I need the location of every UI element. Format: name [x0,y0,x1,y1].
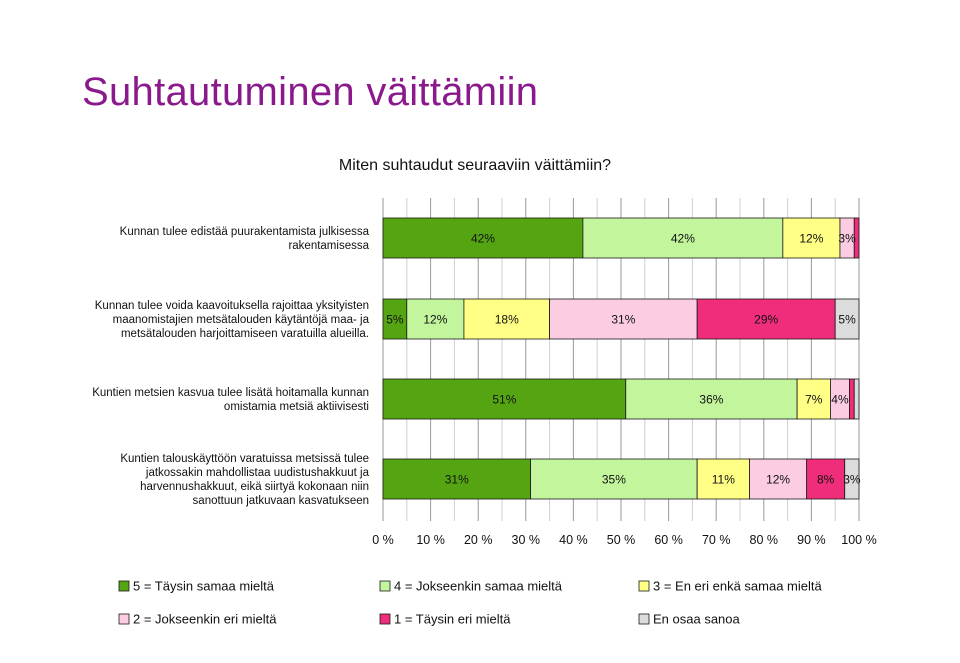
bar-segment [582,217,784,259]
legend-label: 1 = Täysin eri mieltä [394,612,511,627]
x-tick-label: 40 % [559,533,588,547]
legend-swatch [638,580,650,592]
data-label: 31% [611,313,635,327]
bar-segment [463,298,551,340]
category-label: Kuntien talouskäyttöön varatuissa metsis… [120,453,369,507]
x-tick-label: 30 % [512,533,541,547]
bar-segment [696,298,836,340]
legend-label: 3 = En eri enkä samaa mieltä [653,579,822,594]
bar-segment [844,458,860,500]
legend-label: En osaa sanoa [653,612,741,627]
data-label: 3% [843,473,861,487]
bar-segment [853,378,860,420]
x-tick-label: 90 % [797,533,826,547]
data-label: 35% [602,473,626,487]
data-label: 42% [471,232,495,246]
bar-segment [382,458,531,500]
data-label: 5% [838,313,856,327]
data-label: 31% [445,473,469,487]
bar-segment [549,298,698,340]
bar-segment [530,458,698,500]
x-tick-label: 10 % [416,533,445,547]
legend: 5 = Täysin samaa mieltä 4 = Jokseenkin sa… [118,579,822,627]
data-label: 8% [817,473,835,487]
x-tick-label: 80 % [750,533,779,547]
data-label: 12% [423,313,447,327]
data-label: 7% [805,393,823,407]
data-label: 51% [492,393,516,407]
x-tick-label: 0 % [372,533,394,547]
x-axis-ticks: 0 % 10 % 20 % 30 % 40 % 50 % 60 % 70 % 80 % 90 % 1… [372,533,877,547]
legend-swatch [118,613,130,625]
x-tick-label: 70 % [702,533,731,547]
bar-segment [834,298,860,340]
bar-segment [853,217,860,259]
category-labels: Kunnan tulee edistää puurakentamista jul… [92,226,369,507]
bar-segment [796,378,831,420]
data-label: 3% [838,232,856,246]
bar-segment [749,458,808,500]
bar-segment [625,378,798,420]
bar-segment [782,217,841,259]
legend-label: 5 = Täysin samaa mieltä [133,579,275,594]
data-label: 4% [831,393,849,407]
slide-title: Suhtautuminen väittämiin [82,70,539,114]
category-label: Kunnan tulee edistää puurakentamista jul… [120,226,370,252]
x-tick-label: 50 % [607,533,636,547]
legend-swatch [638,613,650,625]
data-labels: 42% 42% 12% 3% 5% 12% 18% 31% 29% 5% 51% 36% 7% 4% 31%… [386,232,861,487]
bar-segment [806,458,846,500]
bar-segment [382,378,627,420]
x-tick-label: 20 % [464,533,493,547]
legend-swatch [379,613,391,625]
bar-segment [696,458,750,500]
legend-swatch [118,580,130,592]
x-tick-label: 60 % [654,533,683,547]
bars [382,217,860,500]
bar-segment [406,298,465,340]
data-label: 36% [699,393,723,407]
legend-swatch [379,580,391,592]
bar-segment [849,378,855,420]
data-label: 42% [671,232,695,246]
category-label: Kuntien metsien kasvua tulee lisätä hoit… [92,387,369,413]
bar-segment [382,217,584,259]
data-label: 18% [495,313,519,327]
data-label: 12% [766,473,790,487]
chart-title: Miten suhtaudut seuraaviin väittämiin? [339,157,611,174]
category-label: Kunnan tulee voida kaavoituksella rajoit… [95,300,370,340]
x-tick-label: 100 % [841,533,876,547]
data-label: 12% [799,232,823,246]
data-label: 5% [386,313,404,327]
data-label: 29% [754,313,778,327]
legend-label: 4 = Jokseenkin samaa mieltä [394,579,563,594]
legend-label: 2 = Jokseenkin eri mieltä [133,612,277,627]
data-label: 11% [712,473,735,487]
